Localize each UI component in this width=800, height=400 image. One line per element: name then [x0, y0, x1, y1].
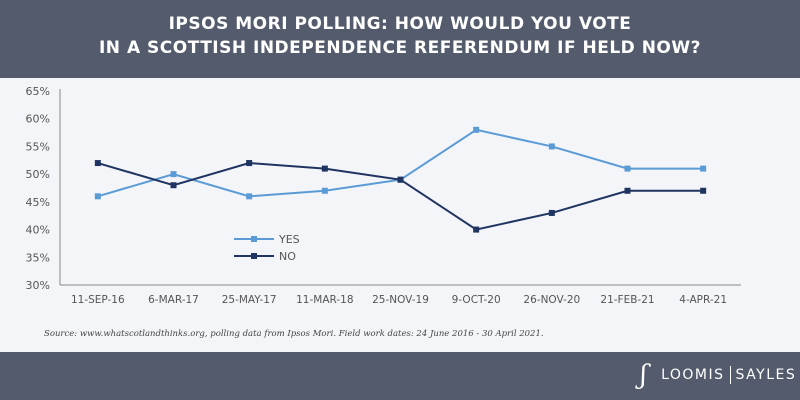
data-point-no [624, 187, 631, 194]
loomis-sayles-logo: ʃ LOOMIS SAYLES [640, 360, 796, 390]
data-point-yes [94, 193, 101, 200]
y-tick-label: 35% [26, 251, 50, 264]
legend-marker-yes [251, 236, 257, 242]
data-point-no [246, 160, 253, 167]
y-tick-label: 60% [26, 113, 50, 126]
data-point-no [700, 187, 707, 194]
data-point-no [321, 165, 328, 172]
line-chart: 30% 35% 40% 45% 50% 55% 60% 65% 11-SEP-16 6-MAR-1… [26, 85, 741, 306]
x-tick-label: 11-SEP-16 [71, 294, 125, 306]
title-line-2: IN A SCOTTISH INDEPENDENCE REFERENDUM IF… [98, 38, 701, 58]
y-tick-label: 65% [26, 85, 50, 98]
ls-monogram-icon: ʃ [640, 360, 648, 390]
y-tick-label: 55% [26, 140, 50, 153]
x-tick-label: 25-MAY-17 [222, 294, 277, 306]
logo-left: LOOMIS [661, 367, 725, 383]
y-tick-label: 50% [26, 168, 50, 181]
series-line-no [97, 162, 704, 231]
x-tick-label: 9-OCT-20 [452, 294, 501, 306]
y-tick-label: 45% [26, 196, 50, 209]
x-tick-label: 4-APR-21 [679, 294, 727, 306]
y-tick-label: 30% [26, 279, 50, 292]
x-tick-label: 21-FEB-21 [600, 294, 654, 306]
data-point-yes [246, 193, 253, 200]
data-point-yes [548, 143, 555, 150]
source-note: Source: www.whatscotlandthinks.org, poll… [44, 329, 544, 339]
legend-label: NO [279, 250, 296, 263]
logo-right: SAYLES [735, 367, 797, 383]
data-point-yes [321, 187, 328, 194]
data-point-no [473, 226, 480, 233]
data-point-no [94, 160, 101, 167]
logo-divider [729, 366, 731, 384]
data-point-yes [473, 126, 480, 133]
chart-title: IPSOS MORI POLLING: HOW WOULD YOU VOTE I… [0, 0, 800, 78]
legend-marker-no [251, 253, 257, 259]
data-point-no [170, 182, 177, 189]
data-point-no [397, 176, 404, 183]
data-point-no [548, 209, 555, 216]
x-tick-label: 25-NOV-19 [372, 294, 429, 306]
data-point-yes [170, 171, 177, 178]
x-tick-label: 11-MAR-18 [296, 294, 353, 306]
y-tick-label: 40% [26, 224, 50, 237]
title-line-1: IPSOS MORI POLLING: HOW WOULD YOU VOTE [168, 14, 632, 34]
data-point-yes [624, 165, 631, 172]
x-tick-label: 26-NOV-20 [523, 294, 580, 306]
footer: ʃ LOOMIS SAYLES [0, 352, 800, 400]
series-line-yes [97, 128, 704, 198]
legend-label: YES [278, 233, 300, 246]
x-tick-label: 6-MAR-17 [148, 294, 199, 306]
data-point-yes [700, 165, 707, 172]
